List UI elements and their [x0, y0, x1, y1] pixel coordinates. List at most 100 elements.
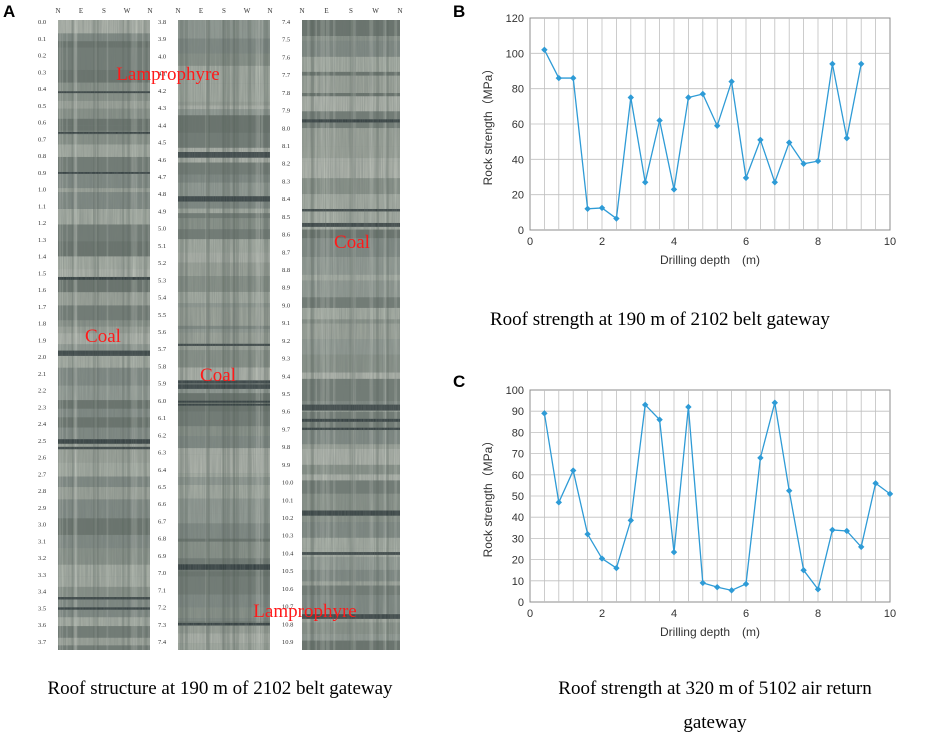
depth-tick: 5.3	[158, 277, 166, 284]
depth-tick: 4.0	[158, 53, 166, 60]
depth-tick: 3.0	[38, 522, 46, 529]
depth-tick: 2.1	[38, 371, 46, 378]
depth-tick: 0.0	[38, 19, 46, 26]
core-column-3: N E S W N 7.4 7.5 7.6 7.7 7.8 7.9 8.0 8.1 8.2 8.3 8.4 8.…	[280, 7, 403, 650]
x-tick-label: 2	[599, 608, 605, 620]
x-tick-label: 6	[743, 608, 749, 620]
panel-c-caption-line1: Roof strength at 320 m of 5102 air retur…	[558, 678, 872, 699]
depth-tick: 8.5	[282, 214, 290, 221]
y-tick-label: 80	[512, 427, 524, 439]
depth-tick: 0.6	[38, 120, 47, 127]
y-tick-label: 60	[512, 470, 524, 482]
depth-tick: 6.9	[158, 553, 166, 560]
depth-tick: 8.8	[282, 267, 290, 274]
borehole-core-figure: N E S W N 0.0 0.1 0.2 0.3 0.4 0.5 0.6 0.7 0.8 0.9 1.0 1.…	[36, 7, 403, 650]
data-point	[541, 410, 548, 417]
depth-tick: 10.6	[282, 586, 294, 593]
compass-label: N	[397, 7, 402, 15]
lithology-label: Lamprophyre	[116, 64, 219, 85]
data-point	[872, 480, 879, 487]
y-tick-label: 30	[512, 533, 524, 545]
y-tick-label: 10	[512, 576, 524, 588]
depth-tick: 7.5	[282, 37, 290, 44]
data-point	[627, 94, 634, 101]
depth-tick: 9.7	[282, 426, 291, 433]
x-axis-label: Drilling depth (m)	[660, 253, 760, 267]
data-point	[771, 179, 778, 186]
y-tick-label: 90	[512, 406, 524, 418]
compass-label: W	[244, 7, 251, 15]
data-point	[627, 517, 634, 524]
depth-tick: 1.0	[38, 187, 46, 194]
x-tick-label: 4	[671, 608, 677, 620]
depth-tick: 7.4	[282, 19, 291, 26]
compass-label: N	[147, 7, 152, 15]
compass-label: N	[175, 7, 180, 15]
depth-tick: 8.4	[282, 196, 291, 203]
depth-tick: 10.4	[282, 550, 294, 557]
depth-tick: 3.7	[38, 639, 47, 646]
compass-label: S	[102, 7, 106, 15]
depth-tick: 5.9	[158, 381, 166, 388]
depth-tick: 8.7	[282, 249, 291, 256]
depth-tick: 7.7	[282, 72, 291, 79]
depth-tick: 3.1	[38, 538, 46, 545]
core-texture	[178, 20, 270, 650]
depth-tick: 0.2	[38, 53, 46, 60]
depth-tick: 2.2	[38, 388, 46, 395]
x-tick-label: 6	[743, 236, 749, 248]
depth-tick: 7.8	[282, 90, 290, 97]
data-point	[814, 586, 822, 593]
data-point	[584, 530, 591, 538]
x-tick-label: 2	[599, 236, 605, 248]
data-point	[742, 174, 750, 182]
data-point	[714, 583, 721, 591]
data-point	[886, 490, 894, 498]
y-tick-label: 0	[518, 597, 524, 609]
panel-c-caption: Roof strength at 320 m of 5102 air retur…	[490, 672, 940, 740]
depth-tick: 0.9	[38, 170, 46, 177]
data-point	[584, 205, 591, 212]
depth-tick: 10.5	[282, 568, 293, 575]
depth-tick: 10.9	[282, 639, 293, 646]
depth-tick: 5.2	[158, 260, 166, 267]
data-point	[598, 204, 606, 212]
data-point	[858, 543, 865, 551]
y-axis-label: Rock strength（MPa）	[481, 63, 495, 186]
depth-tick: 3.6	[38, 622, 47, 629]
depth-tick: 4.2	[158, 88, 166, 95]
depth-tick: 3.8	[158, 19, 166, 26]
depth-tick: 8.0	[282, 125, 290, 132]
depth-tick: 0.7	[38, 136, 47, 143]
depth-tick: 9.8	[282, 444, 290, 451]
y-tick-label: 100	[506, 48, 524, 60]
depth-tick: 2.9	[38, 505, 46, 512]
chart-c: 0 10 20 30 40 50 60 70 80 90 100 0 2 4 6 8 10 Drilling de…	[481, 385, 896, 639]
y-tick-label: 20	[512, 190, 524, 202]
x-axis-label: Drilling depth (m)	[660, 625, 760, 639]
depth-tick: 1.2	[38, 220, 46, 227]
y-tick-label: 100	[506, 385, 524, 397]
depth-tick: 0.1	[38, 36, 46, 43]
lithology-label: Coal	[200, 365, 236, 386]
depth-tick: 7.9	[282, 108, 290, 115]
data-point	[858, 60, 865, 68]
data-point	[714, 122, 721, 129]
depth-tick: 1.4	[38, 254, 47, 261]
x-tick-label: 10	[884, 236, 896, 248]
compass-label: E	[199, 7, 203, 15]
lithology-label: Coal	[334, 232, 370, 253]
depth-tick: 5.7	[158, 346, 167, 353]
depth-tick: 4.3	[158, 105, 166, 112]
depth-tick: 6.0	[158, 398, 166, 405]
data-point	[829, 60, 836, 68]
y-tick-label: 120	[506, 13, 524, 25]
depth-tick: 7.6	[282, 54, 291, 61]
depth-tick: 4.4	[158, 122, 167, 129]
x-tick-label: 8	[815, 236, 821, 248]
depth-tick: 10.1	[282, 497, 293, 504]
x-tick-label: 8	[815, 608, 821, 620]
depth-tick: 10.7	[282, 604, 294, 611]
depth-tick: 3.2	[38, 555, 46, 562]
depth-tick: 5.0	[158, 226, 166, 233]
